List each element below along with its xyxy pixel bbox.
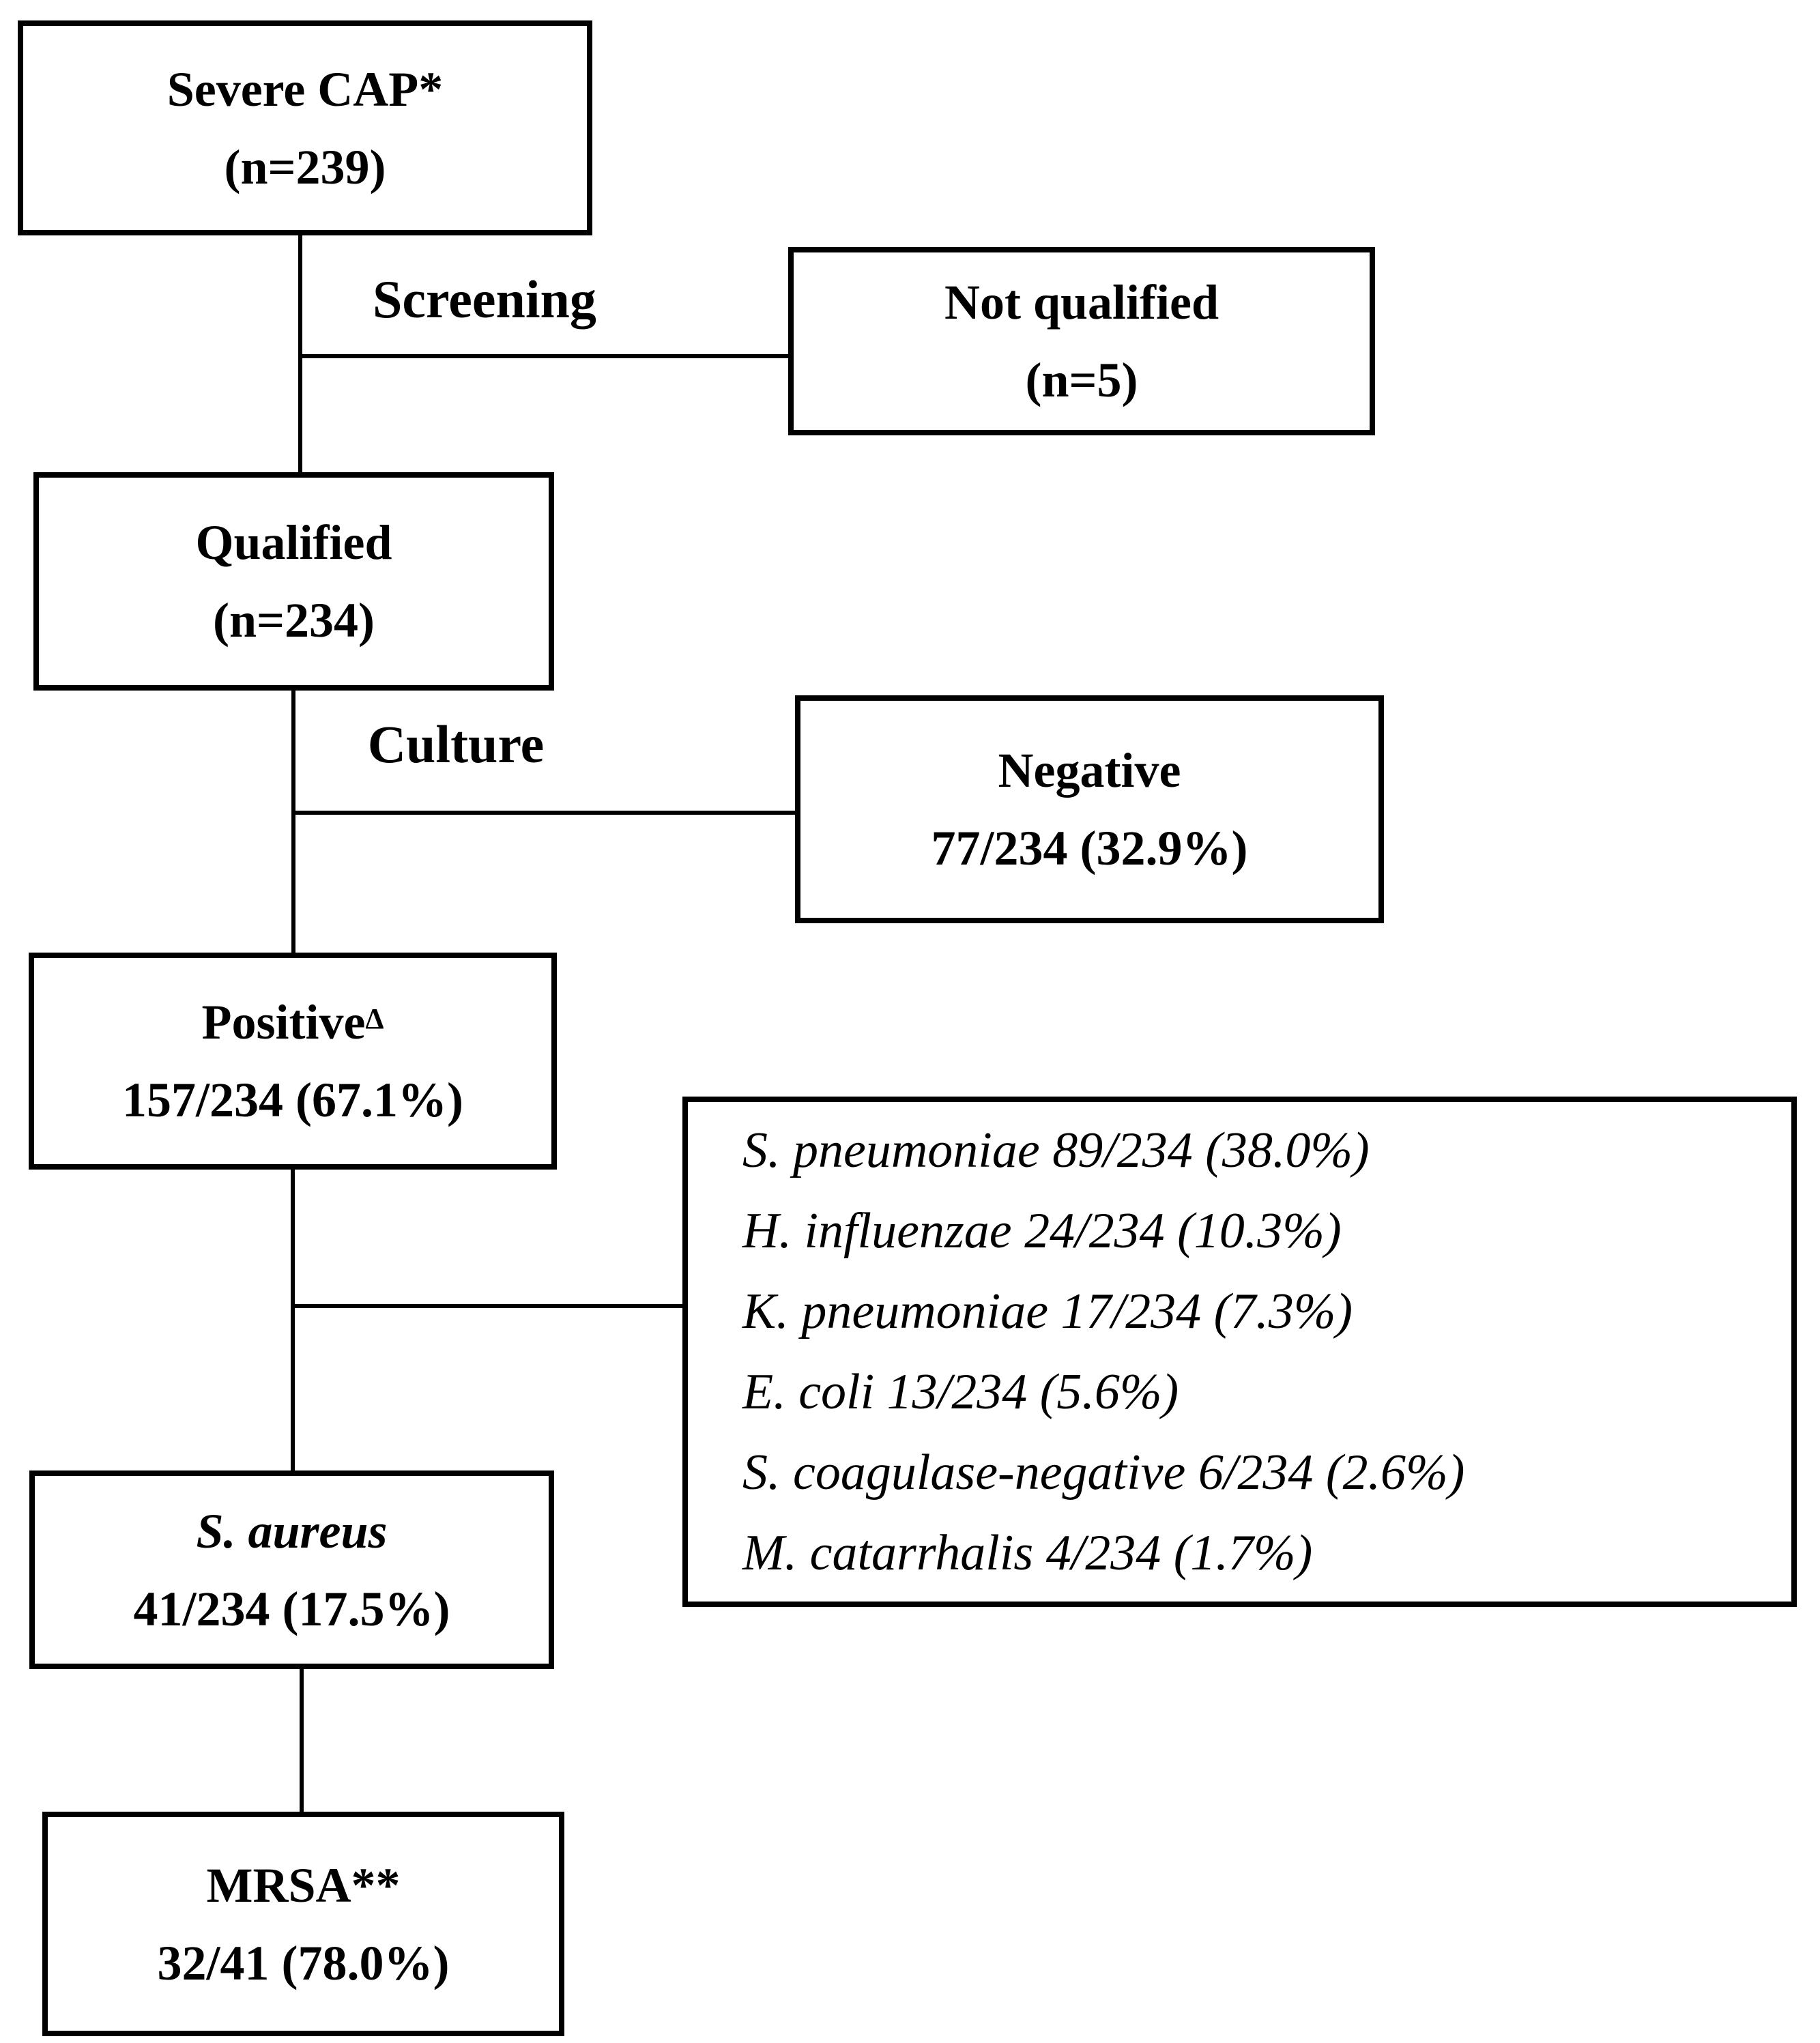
flow-box-not-qualified: Not qualified (n=5)	[788, 247, 1375, 435]
qualified-count: (n=234)	[212, 593, 375, 648]
connector-saureus-to-mrsa	[300, 1669, 304, 1816]
s-aureus-count: 41/234 (17.5%)	[133, 1581, 450, 1636]
flow-box-s-aureus: S. aureus 41/234 (17.5%)	[29, 1470, 554, 1669]
organism-item: S. pneumoniae 89/234 (38.0%)	[742, 1122, 1370, 1178]
organism-item: S. coagulase-negative 6/234 (2.6%)	[742, 1445, 1465, 1501]
edge-label-screening: Screening	[373, 270, 596, 329]
negative-count: 77/234 (32.9%)	[931, 821, 1248, 875]
flow-box-qualified: Qualified (n=234)	[33, 472, 554, 691]
organism-item: H. influenzae 24/234 (10.3%)	[742, 1203, 1342, 1259]
mrsa-count: 32/41 (78.0%)	[157, 1935, 450, 1990]
connector-organisms-branch	[293, 1304, 685, 1308]
severe-cap-title: Severe CAP*	[167, 61, 444, 117]
severe-cap-count: (n=239)	[224, 139, 386, 194]
connector-qualified-to-positive	[291, 691, 295, 957]
organism-item: K. pneumoniae 17/234 (7.3%)	[742, 1284, 1353, 1339]
edge-label-culture: Culture	[367, 714, 545, 774]
flow-box-negative: Negative 77/234 (32.9%)	[795, 695, 1384, 923]
connector-screening-branch	[300, 354, 788, 358]
positive-title: PositiveΔ	[201, 998, 384, 1047]
flow-box-severe-cap: Severe CAP* (n=239)	[18, 20, 592, 235]
not-qualified-title: Not qualified	[944, 275, 1219, 330]
organism-item: E. coli 13/234 (5.6%)	[742, 1364, 1179, 1420]
connector-culture-branch	[293, 811, 795, 815]
s-aureus-title: S. aureus	[196, 1503, 388, 1559]
flow-box-other-organisms: S. pneumoniae 89/234 (38.0%) H. influenz…	[682, 1097, 1797, 1607]
mrsa-title: MRSA**	[206, 1857, 401, 1913]
connector-positive-to-saureus	[291, 1170, 295, 1475]
positive-count: 157/234 (67.1%)	[122, 1073, 463, 1127]
organism-item: M. catarrhalis 4/234 (1.7%)	[742, 1525, 1313, 1581]
not-qualified-count: (n=5)	[1025, 353, 1138, 407]
qualified-title: Qualified	[195, 515, 392, 570]
negative-title: Negative	[998, 743, 1181, 798]
flow-box-positive: PositiveΔ 157/234 (67.1%)	[29, 953, 557, 1170]
positive-title-text: Positive	[201, 995, 366, 1049]
flow-box-mrsa: MRSA** 32/41 (78.0%)	[42, 1812, 564, 2036]
positive-delta-superscript: Δ	[365, 1003, 384, 1036]
